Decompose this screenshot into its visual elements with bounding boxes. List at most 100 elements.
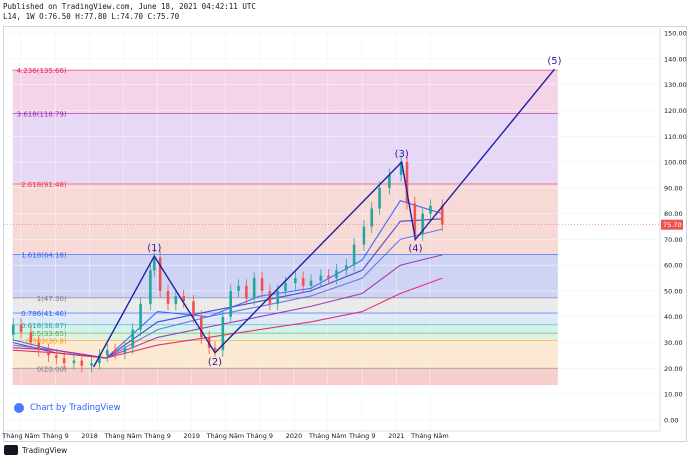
candle-body: [309, 280, 313, 286]
fib-label-0.618: 0.618(36.87): [21, 322, 67, 330]
wave-label-1: (1): [147, 243, 161, 254]
candle-body: [174, 296, 178, 304]
candle-body: [362, 226, 366, 245]
candle-body: [131, 329, 135, 348]
candle-body: [19, 324, 23, 333]
footer-brand: TradingView: [22, 445, 68, 455]
price-tick-label: 20.00: [664, 365, 683, 373]
fib-zone-1: [12, 297, 558, 313]
candle-body: [327, 275, 330, 279]
candle-body: [229, 290, 232, 317]
chart-header: Published on TradingView.com, June 18, 2…: [3, 2, 256, 22]
price-tick-label: 120.00: [664, 107, 687, 115]
time-tick-label: 2019: [184, 432, 201, 440]
price-tick-label: 110.00: [664, 133, 687, 141]
chart-panel[interactable]: [3, 26, 687, 442]
price-tick-label: 30.00: [664, 339, 683, 347]
candle-body: [276, 290, 280, 304]
candle-body: [158, 257, 162, 291]
candle-body: [55, 355, 58, 358]
chart-watermark[interactable]: Chart by TradingView: [14, 403, 121, 413]
candle-body: [166, 290, 170, 304]
fib-levels-layer: 0(20.00) 0.382(30.8)0.5(33.65)0.618(36.87…: [12, 67, 558, 373]
price-tick-label: 90.00: [664, 184, 683, 192]
fib-zone-0.786: [12, 312, 558, 325]
published-line: Published on TradingView.com, June 18, 2…: [3, 2, 256, 11]
price-tick-label: 130.00: [664, 81, 687, 89]
fib-label-0.786: 0.786(41.46): [21, 310, 67, 318]
candle-body: [221, 316, 225, 351]
candle-body: [440, 205, 444, 225]
candle-body: [388, 174, 391, 188]
candle-body: [11, 324, 15, 335]
candle-body: [182, 296, 185, 302]
candle-body: [105, 350, 109, 356]
tradingview-logo-icon: [4, 445, 18, 455]
fib-zone-0: [12, 368, 558, 386]
fib-label-0: 0(20.00): [37, 365, 67, 373]
current-price-tag: [661, 219, 683, 230]
wave-label-3: (3): [395, 149, 409, 160]
candle-body: [378, 187, 381, 209]
time-tick-label: Tháng Năm: [308, 432, 347, 440]
fib-zone-4.236: [12, 70, 558, 114]
candle-body: [113, 350, 117, 353]
fib-fill-layer: [12, 70, 558, 386]
candle-body: [335, 270, 338, 279]
time-tick-label: Tháng Năm: [410, 432, 449, 440]
price-tick-label: 50.00: [664, 287, 683, 295]
candle-body: [245, 285, 248, 299]
candle-body: [260, 278, 264, 291]
candle-body: [62, 357, 66, 364]
candle-body: [213, 347, 217, 351]
candle-body: [301, 278, 305, 286]
moving-average-layer: [12, 200, 443, 359]
fib-label-0.382: 0.382(30.8): [26, 337, 67, 345]
fib-label-2.618: 2.618(91.48): [21, 181, 67, 189]
time-tick-label: 2020: [286, 432, 303, 440]
candle-body: [294, 278, 297, 284]
price-axis: 0.00 10.00 20.00 30.00 40.00 50.00 60.00 70.00 8…: [659, 28, 687, 431]
price-tick-label: 80.00: [664, 210, 683, 218]
time-tick-label: Tháng 9: [41, 432, 69, 440]
candle-body: [352, 244, 356, 266]
fib-zone-0.382: [12, 340, 558, 369]
time-axis: Tháng Năm Tháng 9 2018 Tháng Năm Tháng 9 2019…: [1, 430, 660, 440]
candle-body: [429, 205, 432, 214]
elliott-wave-path: [92, 68, 556, 368]
time-tick-label: Tháng 9: [246, 432, 274, 440]
fib-zone-0.618: [12, 324, 558, 334]
footer[interactable]: TradingView: [4, 443, 67, 457]
candle-body: [47, 350, 50, 356]
elliott-wave-layer[interactable]: (1) (2) (3) (4) (5): [92, 56, 562, 368]
fib-label-3.618: 3.618(118.79): [17, 111, 67, 119]
price-tick-label: 70.00: [664, 236, 683, 244]
price-tick-label: 40.00: [664, 313, 683, 321]
candle-body: [405, 162, 409, 204]
candle-body: [399, 162, 403, 175]
price-tick-label: 0.00: [664, 416, 678, 424]
fib-label-4.236: 4.236(135.66): [17, 67, 67, 75]
wave-label-2: (2): [208, 357, 222, 368]
time-tick-label: Tháng 9: [143, 432, 171, 440]
candle-body: [149, 270, 152, 304]
candle-body: [90, 363, 93, 366]
time-tick-label: 2021: [388, 432, 405, 440]
price-series-layer: [4, 155, 660, 373]
fib-zone-3.618: [12, 113, 558, 185]
candle-body: [80, 360, 84, 366]
price-tick-label: 60.00: [664, 262, 683, 270]
candle-body: [344, 265, 348, 271]
candle-body: [413, 203, 417, 235]
fib-zone-2.618: [12, 184, 558, 255]
time-tick-label: Tháng 9: [348, 432, 376, 440]
time-tick-label: 2018: [81, 432, 98, 440]
fib-zone-0.5: [12, 333, 558, 341]
time-tick-label: Tháng Năm: [206, 432, 245, 440]
candle-body: [200, 316, 203, 338]
candle-body: [123, 347, 127, 353]
candle-body: [139, 303, 142, 330]
candle-body: [37, 342, 41, 351]
candle-body: [98, 355, 101, 364]
